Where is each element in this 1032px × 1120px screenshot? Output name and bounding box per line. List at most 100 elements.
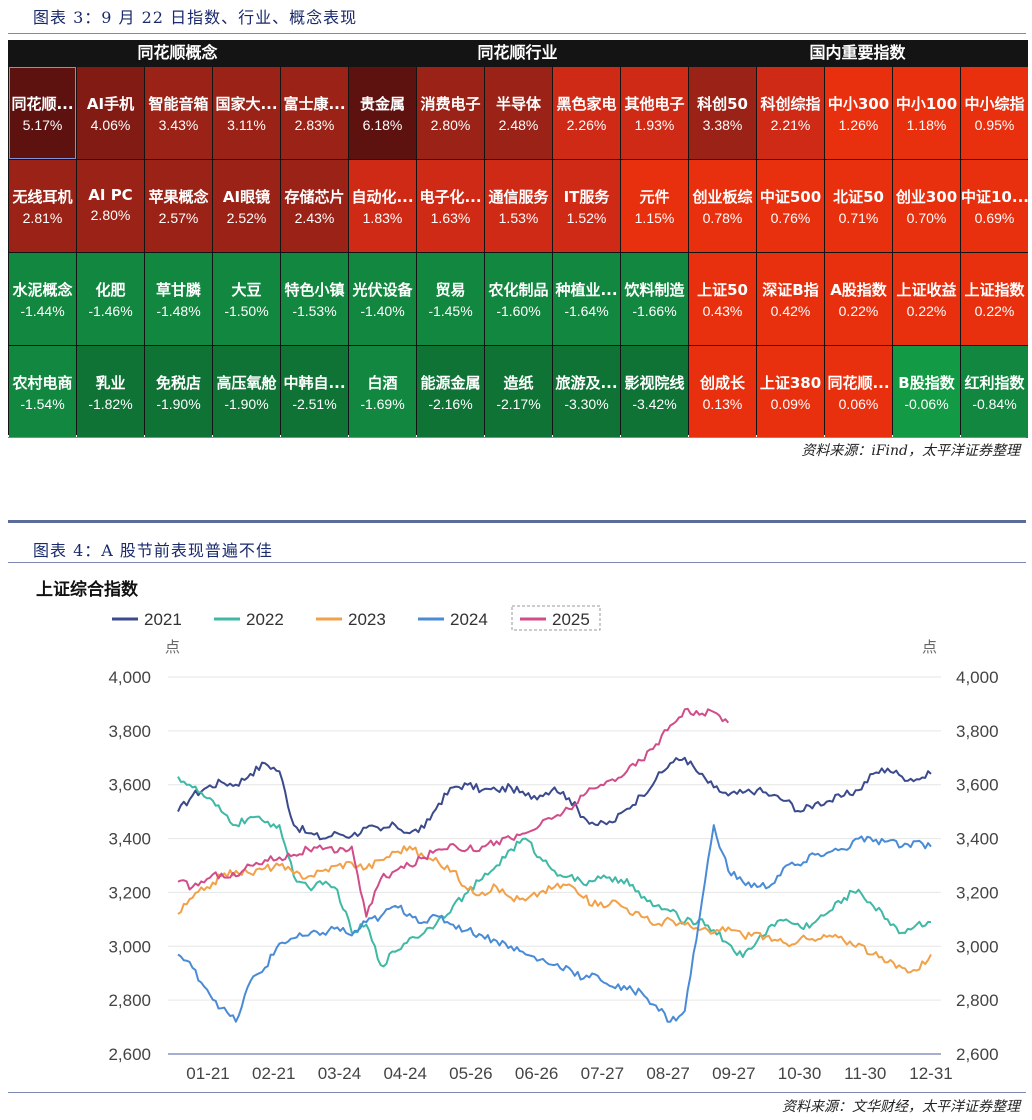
heatmap-cell: 能源金属 -2.16% bbox=[417, 346, 484, 438]
heatmap-cell-name: 造纸 bbox=[503, 374, 534, 392]
heatmap-cell-pct: -1.66% bbox=[632, 303, 677, 319]
heatmap-cell-pct: 1.93% bbox=[634, 117, 675, 133]
heatmap-cell-pct: -1.69% bbox=[360, 396, 405, 412]
heatmap-cell-name: 中证500 bbox=[759, 188, 822, 206]
heatmap-cell-pct: -1.60% bbox=[496, 303, 541, 319]
heatmap-cell: 中韩自... -2.51% bbox=[281, 346, 348, 438]
heatmap-cell-pct: 0.06% bbox=[838, 396, 879, 412]
heatmap-cell: 上证收益 0.22% bbox=[893, 253, 960, 345]
series-line-2025 bbox=[177, 707, 730, 918]
y-tick-label-left: 3,600 bbox=[108, 776, 151, 795]
heatmap-cell-name: 中小综指 bbox=[964, 95, 1025, 113]
legend-label: 2024 bbox=[450, 610, 488, 629]
figure3-title: 图表 3：9 月 22 日指数、行业、概念表现 bbox=[33, 8, 358, 27]
heatmap-cell-pct: -2.51% bbox=[292, 396, 337, 412]
heatmap-cell-name: 科创50 bbox=[697, 95, 748, 113]
heatmap-cell-name: 中韩自... bbox=[283, 374, 346, 392]
y-tick-label-right: 3,400 bbox=[956, 830, 999, 849]
figure4-title-rule bbox=[8, 562, 1026, 563]
heatmap-cell: 特色小镇 -1.53% bbox=[281, 253, 348, 345]
heatmap-cell-name: AI PC bbox=[88, 186, 133, 204]
heatmap-cell: B股指数 -0.06% bbox=[893, 346, 960, 438]
heatmap-cell-name: 上证指数 bbox=[964, 281, 1025, 299]
heatmap-cell-name: 白酒 bbox=[367, 374, 398, 392]
x-tick-label: 12-31 bbox=[909, 1064, 952, 1083]
heatmap-cell-pct: 0.69% bbox=[974, 210, 1015, 226]
y-tick-label-right: 4,000 bbox=[956, 668, 999, 687]
heatmap-cell: 草甘膦 -1.48% bbox=[145, 253, 212, 345]
heatmap-cell: 饮料制造 -1.66% bbox=[621, 253, 688, 345]
heatmap-cell-pct: -3.30% bbox=[564, 396, 609, 412]
heatmap-cell-name: 能源金属 bbox=[420, 374, 481, 392]
heatmap-cell: 自动化... 1.83% bbox=[349, 160, 416, 252]
heatmap-cell: 种植业... -1.64% bbox=[553, 253, 620, 345]
y-tick-label-left: 3,400 bbox=[108, 830, 151, 849]
heatmap-cell: 消费电子 2.80% bbox=[417, 67, 484, 159]
heatmap-cell-pct: 2.80% bbox=[430, 117, 471, 133]
heatmap-cell: 红利指数 -0.84% bbox=[961, 346, 1028, 438]
heatmap-cell: 中小300 1.26% bbox=[825, 67, 892, 159]
heatmap-cell-pct: 0.42% bbox=[770, 303, 811, 319]
heatmap-cell: 存储芯片 2.43% bbox=[281, 160, 348, 252]
heatmap-cell-name: 科创综指 bbox=[760, 95, 821, 113]
y-tick-label-right: 3,200 bbox=[956, 883, 999, 902]
heatmap-cell-name: 草甘膦 bbox=[155, 281, 201, 299]
series-line-2024 bbox=[177, 824, 932, 1023]
heatmap-cell-pct: -1.48% bbox=[156, 303, 201, 319]
heatmap-cell-name: 贵金属 bbox=[359, 95, 405, 113]
y-tick-label-right: 2,600 bbox=[956, 1045, 999, 1064]
heatmap-cell-pct: -1.90% bbox=[156, 396, 201, 412]
heatmap-cell-pct: 1.83% bbox=[362, 210, 403, 226]
heatmap-cell: 同花顺... 5.17% bbox=[9, 67, 76, 159]
heatmap-cell-name: 特色小镇 bbox=[284, 281, 345, 299]
x-tick-label: 05-26 bbox=[449, 1064, 492, 1083]
heatmap-cell-name: 半导体 bbox=[495, 95, 541, 113]
heatmap-cell: 北证50 0.71% bbox=[825, 160, 892, 252]
heatmap-cell-pct: 2.83% bbox=[294, 117, 335, 133]
heatmap-cell-pct: 2.26% bbox=[566, 117, 607, 133]
heatmap-cell-name: 水泥概念 bbox=[12, 281, 73, 299]
heatmap-cell-pct: -1.50% bbox=[224, 303, 269, 319]
heatmap-cell-name: 智能音箱 bbox=[148, 95, 209, 113]
heatmap-cell-name: 贸易 bbox=[435, 281, 466, 299]
heatmap-cell-name: 乳业 bbox=[95, 374, 126, 392]
heatmap-cell-name: 光伏设备 bbox=[352, 281, 413, 299]
heatmap-cell: 科创50 3.38% bbox=[689, 67, 756, 159]
heatmap-cell-pct: -1.54% bbox=[20, 396, 65, 412]
heatmap-cell: 同花顺... 0.06% bbox=[825, 346, 892, 438]
heatmap-cell-name: 上证收益 bbox=[896, 281, 957, 299]
x-tick-label: 04-24 bbox=[383, 1064, 426, 1083]
heatmap-cell-pct: 2.80% bbox=[90, 207, 131, 223]
heatmap-cell: 中证500 0.76% bbox=[757, 160, 824, 252]
chart-title: 上证综合指数 bbox=[36, 579, 139, 599]
y-tick-label-right: 2,800 bbox=[956, 991, 999, 1010]
heatmap-cell-name: 上证50 bbox=[697, 281, 748, 299]
y-axis-unit-right: 点 bbox=[922, 639, 937, 656]
heatmap-cell: 上证指数 0.22% bbox=[961, 253, 1028, 345]
heatmap-cell-pct: -1.64% bbox=[564, 303, 609, 319]
heatmap-cell-pct: -3.42% bbox=[632, 396, 677, 412]
heatmap-cell-name: 消费电子 bbox=[420, 95, 481, 113]
heatmap-cell: 无线耳机 2.81% bbox=[9, 160, 76, 252]
heatmap-cell-name: 红利指数 bbox=[964, 374, 1025, 392]
heatmap-cell-name: 大豆 bbox=[231, 281, 262, 299]
heatmap-cell: 贸易 -1.45% bbox=[417, 253, 484, 345]
legend-label: 2022 bbox=[246, 610, 284, 629]
heatmap-cell: 富士康... 2.83% bbox=[281, 67, 348, 159]
heatmap-cell-name: B股指数 bbox=[898, 374, 955, 392]
heatmap-cell-pct: 2.81% bbox=[22, 210, 63, 226]
heatmap-cell-pct: 1.18% bbox=[906, 117, 947, 133]
figure4-top-rule bbox=[8, 520, 1026, 523]
heatmap-cell-pct: 5.17% bbox=[22, 117, 63, 133]
heatmap-cell-pct: -1.90% bbox=[224, 396, 269, 412]
heatmap-cell-pct: -1.46% bbox=[88, 303, 133, 319]
heatmap-cell: 免税店 -1.90% bbox=[145, 346, 212, 438]
heatmap-cell-name: AI手机 bbox=[86, 95, 135, 113]
y-tick-label-right: 3,000 bbox=[956, 937, 999, 956]
x-tick-label: 01-21 bbox=[186, 1064, 229, 1083]
heatmap-cell-pct: -1.44% bbox=[20, 303, 65, 319]
heatmap-cell: 影视院线 -3.42% bbox=[621, 346, 688, 438]
heatmap-cell-name: 富士康... bbox=[283, 95, 346, 113]
heatmap-cell-name: 创成长 bbox=[699, 374, 745, 392]
heatmap-cell-pct: 1.26% bbox=[838, 117, 879, 133]
